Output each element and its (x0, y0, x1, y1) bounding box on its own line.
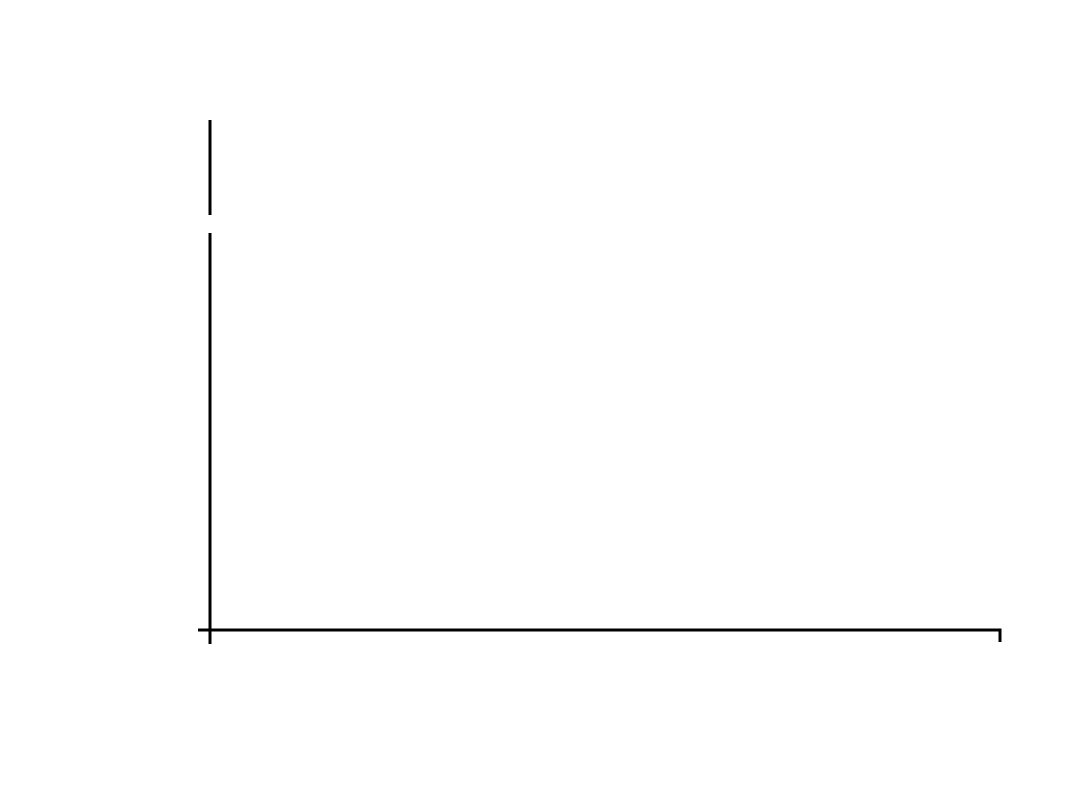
dose-response-chart (0, 0, 1080, 795)
x-axis (210, 630, 1000, 642)
y-axis-lower (198, 233, 210, 630)
